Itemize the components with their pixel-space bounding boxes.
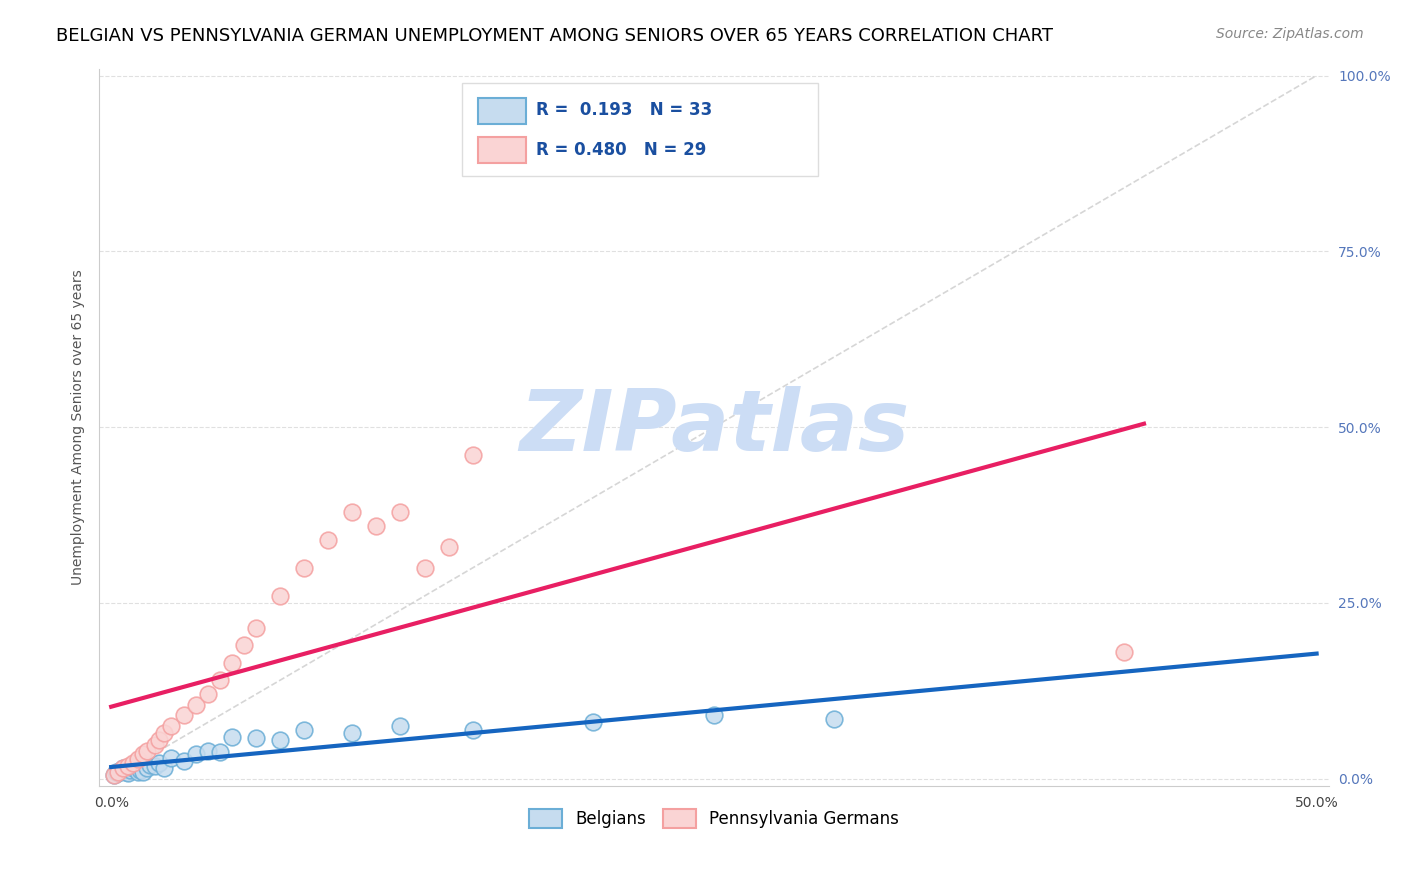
Point (127, 764, 149, 779)
Text: R = 0.480   N = 29: R = 0.480 N = 29 (536, 141, 706, 159)
Point (389, 719, 412, 733)
Point (136, 761, 159, 775)
Point (437, 540, 460, 554)
Point (114, 764, 136, 779)
Point (389, 504, 412, 518)
Text: Source: ZipAtlas.com: Source: ZipAtlas.com (1216, 27, 1364, 41)
Point (1112, 645, 1135, 659)
Point (703, 708, 725, 723)
Text: R =  0.193   N = 33: R = 0.193 N = 33 (536, 101, 711, 120)
Point (316, 533, 339, 547)
Point (143, 738, 166, 752)
Point (124, 759, 146, 773)
Point (342, 504, 364, 518)
Point (292, 723, 315, 737)
Point (221, 656, 243, 670)
Point (148, 756, 170, 771)
Point (232, 638, 254, 652)
Point (120, 764, 142, 778)
Point (269, 589, 291, 603)
Point (342, 726, 364, 740)
Point (107, 764, 129, 779)
Point (461, 448, 484, 462)
Point (461, 723, 484, 737)
Point (173, 708, 195, 723)
Point (153, 761, 176, 775)
Point (148, 733, 170, 747)
Point (208, 673, 231, 688)
FancyBboxPatch shape (478, 137, 526, 163)
Point (153, 726, 176, 740)
Point (197, 687, 219, 701)
Point (112, 761, 135, 775)
Point (103, 768, 125, 782)
Point (117, 759, 139, 773)
Point (103, 768, 125, 782)
Point (131, 764, 153, 779)
Point (131, 747, 153, 761)
Legend: Belgians, Pennsylvania Germans: Belgians, Pennsylvania Germans (522, 802, 905, 835)
Point (139, 757, 162, 772)
Point (197, 744, 219, 758)
Point (122, 756, 145, 771)
Point (129, 764, 152, 778)
Point (127, 752, 149, 766)
Point (366, 518, 388, 533)
Point (184, 698, 207, 712)
Point (823, 712, 845, 726)
Point (143, 759, 166, 773)
Point (136, 744, 159, 758)
Point (208, 745, 231, 759)
Point (173, 754, 195, 768)
Y-axis label: Unemployment Among Seniors over 65 years: Unemployment Among Seniors over 65 years (72, 269, 86, 585)
Point (160, 719, 183, 733)
Point (582, 715, 605, 730)
Point (245, 731, 267, 745)
FancyBboxPatch shape (478, 98, 526, 124)
Point (184, 747, 207, 761)
Point (160, 750, 183, 764)
Point (112, 761, 135, 775)
Point (245, 621, 267, 635)
Point (221, 730, 243, 744)
Text: BELGIAN VS PENNSYLVANIA GERMAN UNEMPLOYMENT AMONG SENIORS OVER 65 YEARS CORRELAT: BELGIAN VS PENNSYLVANIA GERMAN UNEMPLOYM… (56, 27, 1053, 45)
Point (413, 561, 436, 575)
Point (122, 761, 145, 775)
FancyBboxPatch shape (461, 83, 818, 176)
Point (105, 764, 128, 779)
Text: ZIPatlas: ZIPatlas (519, 385, 910, 468)
Point (117, 766, 139, 780)
Point (269, 733, 291, 747)
Point (110, 764, 132, 778)
Point (107, 766, 129, 780)
Point (292, 561, 315, 575)
